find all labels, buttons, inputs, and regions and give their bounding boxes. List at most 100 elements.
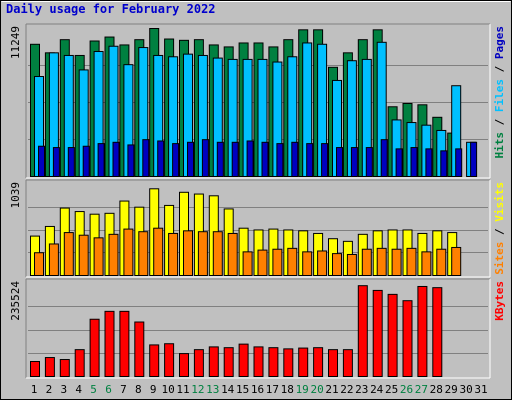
hits-panel-bar-pages-day-11: [187, 141, 194, 177]
hits-panel-bar-pages-day-19: [306, 143, 314, 177]
kbytes-panel-bar-kbytes-day-17: [268, 347, 279, 378]
visits-panel-bar-sites-day-26: [406, 247, 417, 276]
hits-panel-legend: Hits / Files / Pages: [493, 26, 506, 159]
hits-panel-bar-pages-day-8: [142, 139, 150, 177]
day-label-9: 9: [150, 383, 157, 396]
hits-panel-bar-pages-day-1: [38, 145, 45, 177]
kbytes-panel-bar-kbytes-day-10: [164, 343, 175, 377]
kbytes-panel-bar-kbytes-day-6: [104, 310, 115, 378]
visits-panel-bar-sites-day-27: [421, 251, 432, 277]
day-label-30: 30: [459, 383, 472, 396]
hits-panel-legend-pages: Pages: [493, 26, 506, 59]
visits-panel-bar-sites-day-3: [63, 232, 74, 277]
day-label-24: 24: [370, 383, 384, 396]
hits-panel-bar-pages-day-3: [67, 147, 75, 178]
hits-panel-bar-pages-day-22: [350, 147, 358, 178]
hits-panel-bar-pages-day-13: [216, 141, 224, 177]
visits-panel-bar-sites-day-2: [48, 243, 59, 276]
day-label-19: 19: [296, 383, 309, 396]
hits-panel-legend-files: Files: [493, 79, 506, 112]
kbytes-panel-legend-kbytes: KBytes: [493, 281, 506, 321]
day-label-10: 10: [161, 383, 174, 396]
visits-panel-bar-sites-day-14: [227, 232, 238, 277]
visits-panel-bar-sites-day-8: [138, 231, 149, 276]
day-label-27: 27: [415, 383, 428, 396]
hits-panel-bar-pages-day-21: [336, 147, 343, 178]
hits-panel-bar-pages-day-7: [127, 144, 135, 177]
hits-panel-bar-pages-day-5: [97, 143, 105, 177]
hits-panel-bar-pages-day-12: [201, 139, 209, 177]
day-label-31: 31: [474, 383, 487, 396]
visits-panel-bar-sites-day-15: [242, 251, 253, 277]
visits-panel-bar-sites-day-16: [257, 249, 268, 276]
visits-panel-bar-sites-day-22: [346, 253, 357, 276]
day-label-28: 28: [430, 383, 443, 396]
day-label-14: 14: [221, 383, 235, 396]
hits-panel-legend-sep-1: /: [493, 59, 506, 79]
kbytes-panel-ymax-label: 235524: [9, 281, 22, 321]
hits-panel-bar-pages-day-29: [455, 148, 463, 178]
day-label-12: 12: [191, 383, 204, 396]
visits-panel-legend-visits: Visits: [493, 182, 506, 222]
day-label-4: 4: [75, 383, 82, 396]
day-label-17: 17: [266, 383, 279, 396]
kbytes-panel-bar-kbytes-day-25: [387, 293, 398, 378]
visits-panel-bar-sites-day-21: [332, 253, 342, 276]
kbytes-panel-bar-kbytes-day-23: [357, 285, 368, 378]
day-label-5: 5: [90, 383, 97, 396]
kbytes-panel-bar-kbytes-day-12: [193, 349, 204, 377]
day-label-22: 22: [340, 383, 353, 396]
hits-panel-bar-pages-day-14: [231, 141, 239, 177]
hits-panel-bar-pages-day-6: [112, 141, 120, 177]
hits-panel-bar-pages-day-23: [365, 147, 373, 178]
hits-panel-bar-pages-day-16: [261, 141, 269, 177]
day-label-25: 25: [385, 383, 398, 396]
kbytes-panel-bar-kbytes-day-1: [30, 360, 40, 377]
visits-panel-bar-sites-day-1: [34, 252, 44, 276]
day-label-13: 13: [206, 383, 219, 396]
day-label-8: 8: [135, 383, 142, 396]
visits-panel-bar-sites-day-17: [272, 248, 283, 276]
hits-panel-legend-sep-0: /: [493, 112, 506, 132]
kbytes-panel-bar-kbytes-day-24: [372, 289, 383, 377]
day-label-23: 23: [355, 383, 368, 396]
hits-panel-bar-pages-day-4: [82, 145, 90, 177]
visits-panel-bar-sites-day-6: [108, 233, 119, 276]
kbytes-panel-bar-kbytes-day-5: [89, 318, 100, 377]
day-label-16: 16: [251, 383, 264, 396]
visits-panel-bar-sites-day-7: [123, 228, 134, 277]
visits-panel-bar-sites-day-29: [451, 246, 462, 277]
visits-panel-bar-sites-day-24: [376, 247, 387, 276]
kbytes-panel-bar-kbytes-day-26: [402, 300, 413, 377]
visits-panel-bar-sites-day-5: [93, 237, 104, 277]
kbytes-panel-bar-kbytes-day-13: [208, 346, 219, 378]
visits-panel-bar-sites-day-25: [391, 248, 402, 276]
kbytes-panel-bar-kbytes-day-15: [238, 343, 249, 377]
day-label-26: 26: [400, 383, 413, 396]
visits-panel-legend-sep-0: /: [493, 222, 506, 242]
hits-panel-bar-pages-day-15: [246, 140, 254, 177]
kbytes-panel-bar-kbytes-day-28: [432, 287, 443, 377]
kbytes-panel-bar-kbytes-day-14: [223, 347, 234, 378]
hits-panel-bar-pages-day-26: [410, 147, 418, 178]
kbytes-panel-bar-kbytes-day-2: [44, 357, 55, 377]
visits-panel-bar-sites-day-20: [317, 250, 328, 277]
hits-panel-bar-pages-day-27: [425, 148, 433, 178]
day-label-29: 29: [445, 383, 458, 396]
kbytes-panel-bar-kbytes-day-20: [313, 347, 324, 378]
hits-panel-bar-pages-day-24: [380, 139, 388, 177]
kbytes-panel-bar-kbytes-day-11: [179, 353, 189, 377]
hits-panel-bar-pages-day-20: [321, 143, 329, 177]
kbytes-panel-bar-kbytes-day-4: [74, 349, 85, 377]
day-label-1: 1: [31, 383, 38, 396]
visits-panel-bar-sites-day-23: [361, 248, 372, 276]
visits-panel-bar-sites-day-28: [436, 248, 447, 276]
day-label-6: 6: [105, 383, 112, 396]
visits-panel-bar-sites-day-9: [153, 227, 164, 277]
kbytes-panel-bar-kbytes-day-27: [417, 285, 428, 377]
hits-panel-ymax-label: 11249: [9, 26, 22, 59]
hits-panel-bar-pages-day-25: [395, 148, 403, 178]
visits-panel-bar-sites-day-18: [287, 247, 298, 276]
day-label-20: 20: [310, 383, 323, 396]
